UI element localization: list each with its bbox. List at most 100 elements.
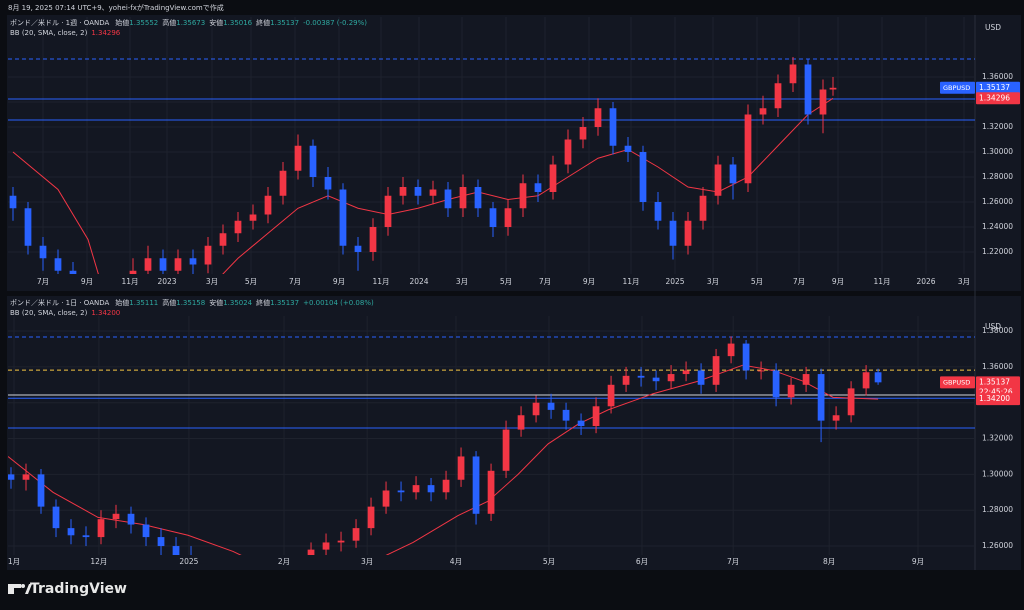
price-tag [976, 393, 1020, 406]
candle-body [549, 164, 557, 192]
candle-body [517, 415, 525, 430]
x-tick-label: 3月 [361, 557, 373, 566]
symbol: ポンド／米ドル · 1週 · OANDA [10, 19, 110, 27]
x-tick-label: 2025 [665, 277, 684, 286]
candle-body [472, 456, 480, 514]
x-tick-label: 3月 [958, 277, 970, 286]
price-tag [976, 92, 1020, 105]
field-name: 終値 [256, 19, 271, 27]
candle-body [504, 208, 512, 227]
x-tick-label: 5月 [245, 277, 257, 286]
candle-body [847, 388, 855, 416]
candle-body [759, 108, 767, 115]
candle-body [757, 370, 765, 372]
candle-body [397, 490, 405, 493]
x-tick-label: 7月 [539, 277, 551, 286]
legend: ポンド／米ドル · 1日 · OANDA 始値1.35111 高値1.35158 安値… [10, 298, 378, 318]
candle-body [82, 535, 90, 538]
symbol-tag-label: GBPUSD [943, 378, 970, 386]
x-tick-label: 9月 [81, 277, 93, 286]
candle-body [382, 490, 390, 507]
candle-body [742, 343, 750, 371]
candle-body [279, 170, 287, 196]
candle-body [278, 573, 285, 582]
field-value: 1.35158 [176, 299, 206, 307]
x-tick-label: 5月 [751, 277, 763, 286]
candle-body [414, 187, 422, 196]
y-tick-label: 1.26000 [982, 197, 1013, 206]
candle-body [367, 506, 375, 529]
field-value: 1.35137 [270, 19, 300, 27]
candle-body [744, 114, 752, 184]
candle-body [429, 189, 437, 196]
candle-body [369, 227, 377, 252]
x-tick-label: 1月 [8, 557, 20, 566]
price-tag-label: 1.34200 [979, 394, 1010, 403]
candle-body [684, 220, 692, 246]
candle-body [52, 506, 60, 529]
candle-body [667, 374, 675, 382]
candle-body [37, 474, 45, 507]
legend-line: BB (20, SMA, close, 2) 1.34200 [10, 308, 378, 318]
candle-body [144, 258, 152, 271]
y-tick-label: 1.38000 [982, 326, 1013, 335]
candle-body [789, 64, 797, 84]
candle-body [159, 258, 167, 271]
candle-body [249, 214, 257, 221]
change: +0.00104 (+0.08%) [303, 299, 374, 307]
candle-body [669, 220, 677, 246]
x-tick-label: 6月 [636, 557, 648, 566]
x-tick-label: 11月 [873, 277, 890, 286]
legend-line: ポンド／米ドル · 1日 · OANDA 始値1.35111 高値1.35158 安値… [10, 298, 378, 308]
candle-body [729, 164, 737, 184]
x-tick-label: 9月 [912, 557, 924, 566]
candle-body [24, 208, 32, 246]
candle-body [829, 87, 837, 90]
x-tick-label: 12月 [90, 557, 107, 566]
candle-body [22, 474, 30, 480]
x-tick-label: 2024 [409, 277, 428, 286]
candle-body [787, 384, 795, 398]
candle-body [129, 270, 137, 274]
legend: ポンド／米ドル · 1週 · OANDA 始値1.35552 高値1.35673 安値… [10, 18, 371, 38]
candle-body [384, 195, 392, 227]
candle-body [682, 370, 690, 375]
candle-body [457, 456, 465, 480]
x-tick-label: 3月 [456, 277, 468, 286]
candle-body [774, 83, 782, 109]
candle-body [594, 108, 602, 127]
x-tick-label: 5月 [500, 277, 512, 286]
candle-body [309, 145, 317, 177]
candle-body [547, 402, 555, 410]
candle-body [609, 108, 617, 146]
candle-body [534, 183, 542, 192]
x-tick-label: 9月 [832, 277, 844, 286]
field-value: 1.35552 [129, 19, 159, 27]
change: -0.00387 (-0.29%) [303, 19, 368, 27]
x-tick-label: 7月 [727, 557, 739, 566]
currency: USD [985, 322, 1001, 331]
price-tag-label: 1.35137 [979, 377, 1010, 386]
candle-body [564, 139, 572, 165]
candle-body [699, 195, 707, 221]
candle-body [819, 89, 827, 115]
candle-body [112, 513, 120, 520]
candle-body [9, 195, 17, 209]
candle-body [97, 519, 105, 538]
x-tick-label: 3月 [707, 277, 719, 286]
candle-body [324, 177, 332, 190]
candle-body [264, 195, 272, 215]
x-tick-label: 2025 [179, 557, 198, 566]
y-tick-label: 1.36000 [982, 72, 1013, 81]
candle-body [622, 375, 630, 385]
candle-body [234, 220, 242, 234]
candle-body [874, 372, 882, 383]
candle-body [607, 384, 615, 407]
candle-body [219, 233, 227, 246]
candle-body [427, 485, 435, 493]
x-tick-label: 7月 [793, 277, 805, 286]
candle-body [489, 208, 497, 227]
x-tick-label: 2026 [916, 277, 935, 286]
candle-body [307, 549, 315, 555]
